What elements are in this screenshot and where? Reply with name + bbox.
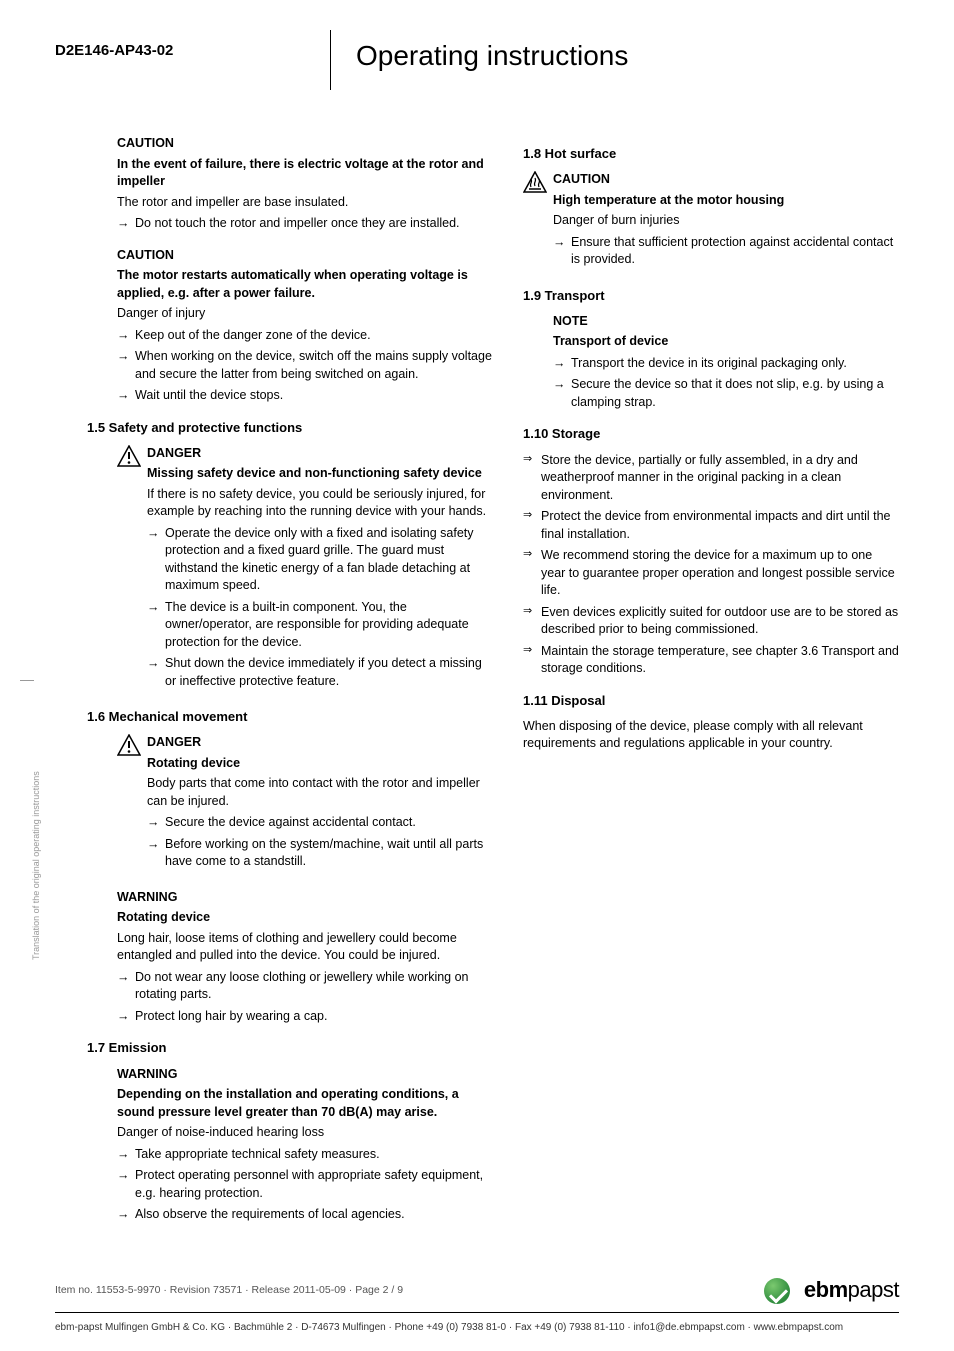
section-heading: 1.11 Disposal — [523, 692, 899, 710]
footer-address: ebm-papst Mulfingen GmbH & Co. KG · Bach… — [55, 1321, 899, 1351]
danger-block: DANGER Rotating device Body parts that c… — [117, 734, 493, 875]
action-list: Ensure that sufficient protection agains… — [553, 234, 899, 269]
page-title: Operating instructions — [356, 30, 628, 75]
footer-rule — [55, 1312, 899, 1313]
hot-surface-icon — [523, 171, 551, 199]
note: Danger of noise-induced hearing loss — [117, 1124, 493, 1142]
warning-block: WARNING Depending on the installation an… — [117, 1066, 493, 1224]
action-list: Keep out of the danger zone of the devic… — [117, 327, 493, 405]
subhead: High temperature at the motor housing — [553, 192, 899, 210]
label: CAUTION — [553, 171, 899, 189]
note: Body parts that come into contact with t… — [147, 775, 493, 810]
brand-part-b: papst — [848, 1277, 899, 1302]
header-divider — [330, 30, 331, 90]
action-list: Do not touch the rotor and impeller once… — [117, 215, 493, 233]
subhead: Transport of device — [553, 333, 899, 351]
product-code: D2E146-AP43-02 — [55, 30, 330, 61]
list-item: Protect the device from environmental im… — [523, 508, 899, 543]
margin-tick — [20, 680, 34, 681]
warning-block: WARNING Rotating device Long hair, loose… — [117, 889, 493, 1026]
list-item: We recommend storing the device for a ma… — [523, 547, 899, 600]
list-item: Before working on the system/machine, wa… — [147, 836, 493, 871]
subhead: Missing safety device and non-functionin… — [147, 465, 493, 483]
note-block: NOTE Transport of device Transport the d… — [523, 313, 899, 412]
list-item: Keep out of the danger zone of the devic… — [117, 327, 493, 345]
note: Danger of burn injuries — [553, 212, 899, 230]
note: Long hair, loose items of clothing and j… — [117, 930, 493, 965]
brand-logo: ebmpapst — [804, 1275, 899, 1306]
label: WARNING — [117, 889, 493, 907]
list-item: Store the device, partially or fully ass… — [523, 452, 899, 505]
brand-part-a: ebm — [804, 1277, 848, 1302]
action-list: Do not wear any loose clothing or jewell… — [117, 969, 493, 1026]
page-header: D2E146-AP43-02 Operating instructions — [55, 30, 899, 90]
list-item: Shut down the device immediately if you … — [147, 655, 493, 690]
list-item: Operate the device only with a fixed and… — [147, 525, 493, 595]
section-heading: 1.10 Storage — [523, 425, 899, 443]
action-list: Transport the device in its original pac… — [553, 355, 899, 412]
caution-block: CAUTION High temperature at the motor ho… — [523, 171, 899, 273]
section-heading: 1.9 Transport — [523, 287, 899, 305]
warning-icon — [117, 734, 145, 762]
list-item: Protect operating personnel with appropr… — [117, 1167, 493, 1202]
subhead: In the event of failure, there is electr… — [117, 156, 493, 191]
subhead: Rotating device — [117, 909, 493, 927]
label: NOTE — [553, 313, 899, 331]
warning-icon — [117, 445, 145, 473]
side-rotated-text: Translation of the original operating in… — [30, 771, 43, 960]
footer-info: Item no. 11553-5-9970 · Revision 73571 ·… — [55, 1283, 403, 1298]
caution-block: CAUTION In the event of failure, there i… — [117, 135, 493, 233]
action-list: Operate the device only with a fixed and… — [147, 525, 493, 691]
list-item: Take appropriate technical safety measur… — [117, 1146, 493, 1164]
note: Danger of injury — [117, 305, 493, 323]
danger-block: DANGER Missing safety device and non-fun… — [117, 445, 493, 695]
section-heading: 1.6 Mechanical movement — [87, 708, 493, 726]
list-item: Maintain the storage temperature, see ch… — [523, 643, 899, 678]
list-item: Wait until the device stops. — [117, 387, 493, 405]
action-list: Take appropriate technical safety measur… — [117, 1146, 493, 1224]
disposal-block: When disposing of the device, please com… — [523, 718, 899, 753]
label: DANGER — [147, 734, 493, 752]
list-item: Ensure that sufficient protection agains… — [553, 234, 899, 269]
caution-block: CAUTION The motor restarts automatically… — [117, 247, 493, 405]
subhead: Depending on the installation and operat… — [117, 1086, 493, 1121]
label: CAUTION — [117, 247, 493, 265]
list-item: Protect long hair by wearing a cap. — [117, 1008, 493, 1026]
subhead: The motor restarts automatically when op… — [117, 267, 493, 302]
note: If there is no safety device, you could … — [147, 486, 493, 521]
list-item: Do not touch the rotor and impeller once… — [117, 215, 493, 233]
section-heading: 1.7 Emission — [87, 1039, 493, 1057]
section-heading: 1.5 Safety and protective functions — [87, 419, 493, 437]
list-item: Secure the device so that it does not sl… — [553, 376, 899, 411]
list-item: Do not wear any loose clothing or jewell… — [117, 969, 493, 1004]
list-item: The device is a built-in component. You,… — [147, 599, 493, 652]
list-item: Even devices explicitly suited for outdo… — [523, 604, 899, 639]
list-item: Secure the device against accidental con… — [147, 814, 493, 832]
section-heading: 1.8 Hot surface — [523, 145, 899, 163]
storage-block: Store the device, partially or fully ass… — [523, 452, 899, 678]
label: DANGER — [147, 445, 493, 463]
action-list: Secure the device against accidental con… — [147, 814, 493, 871]
note: The rotor and impeller are base insulate… — [117, 194, 493, 212]
paragraph: When disposing of the device, please com… — [523, 718, 899, 753]
list-item: Also observe the requirements of local a… — [117, 1206, 493, 1224]
greentech-icon — [764, 1278, 790, 1304]
label: WARNING — [117, 1066, 493, 1084]
list-item: When working on the device, switch off t… — [117, 348, 493, 383]
subhead: Rotating device — [147, 755, 493, 773]
list-item: Transport the device in its original pac… — [553, 355, 899, 373]
label: CAUTION — [117, 135, 493, 153]
footer: Item no. 11553-5-9970 · Revision 73571 ·… — [0, 1275, 954, 1351]
bullet-list: Store the device, partially or fully ass… — [523, 452, 899, 678]
